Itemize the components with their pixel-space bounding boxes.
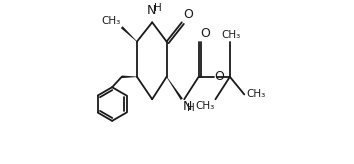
Text: O: O [183,8,193,21]
Text: O: O [200,27,210,40]
Text: CH₃: CH₃ [246,89,265,99]
Text: H: H [187,103,195,113]
Text: CH₃: CH₃ [101,16,120,26]
Text: N: N [147,4,156,17]
Text: H: H [154,3,161,13]
Text: CH₃: CH₃ [195,101,215,111]
Text: O: O [215,70,224,83]
Text: N: N [183,100,192,113]
Polygon shape [166,77,183,100]
Polygon shape [122,76,137,78]
Text: CH₃: CH₃ [222,30,241,40]
Polygon shape [121,26,137,42]
